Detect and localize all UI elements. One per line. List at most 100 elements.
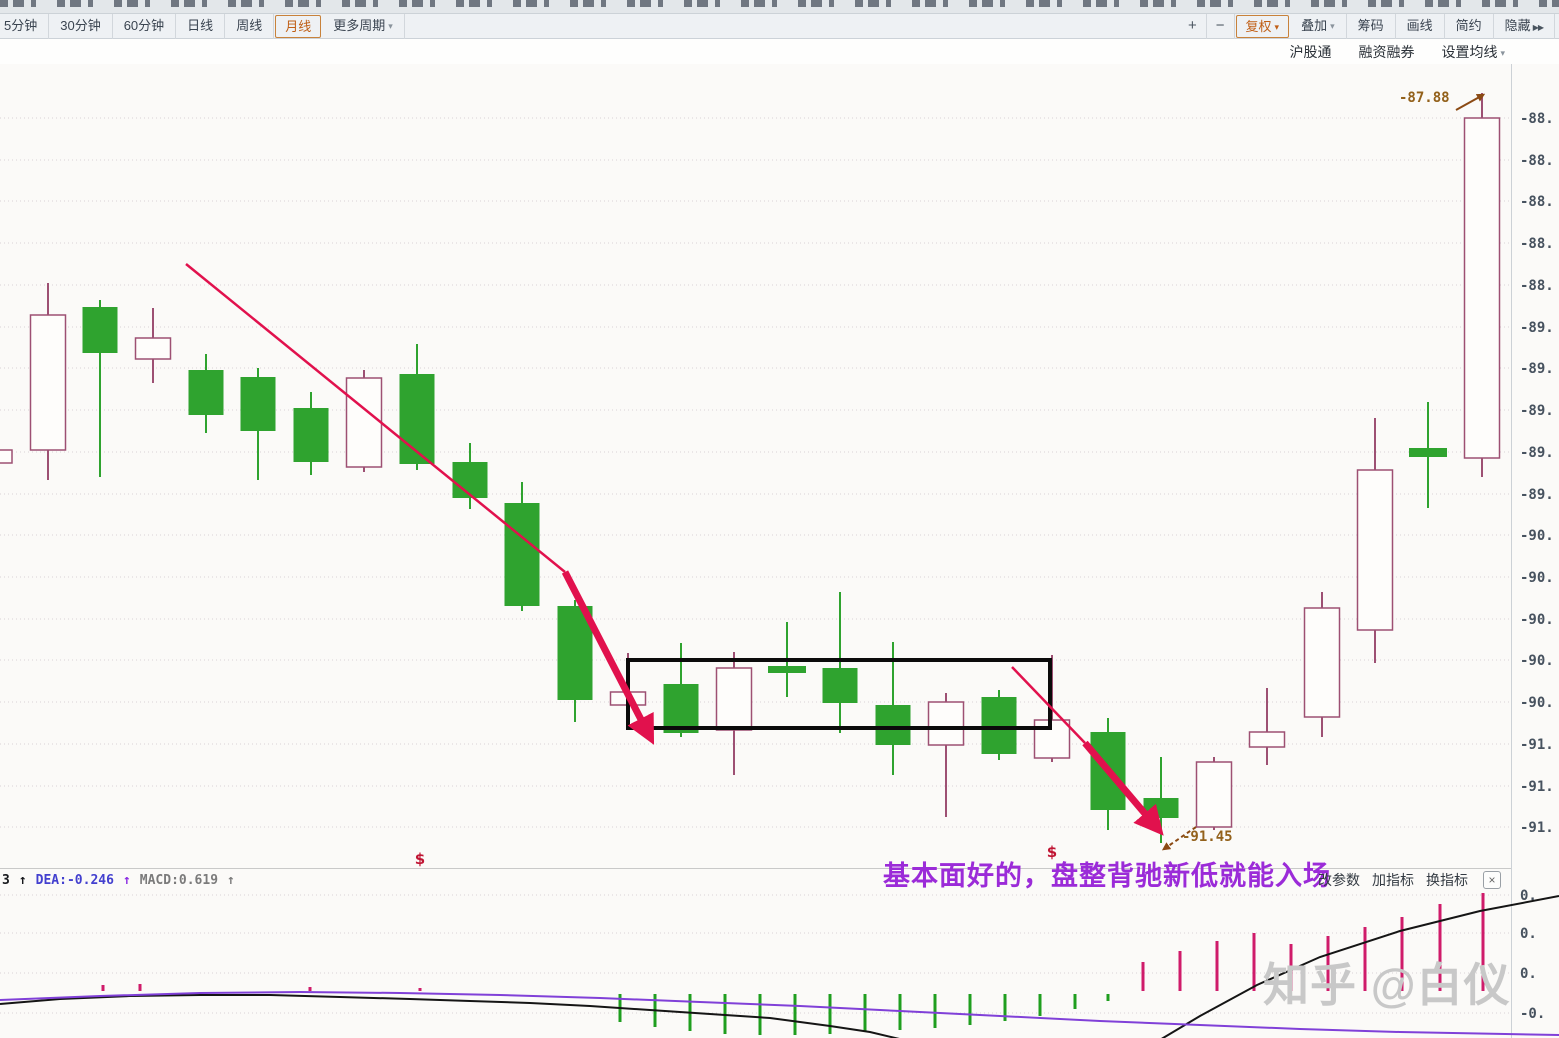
candle-body [1409, 448, 1447, 457]
indicator-buttons-group: 改参数 加指标 换指标 × [1318, 870, 1501, 890]
indicator-partial-value: 3 [2, 872, 10, 888]
candle-body [240, 377, 276, 431]
candle-body [768, 666, 806, 673]
macd-axis-label: 0. [1520, 966, 1537, 982]
candle-body [399, 374, 435, 464]
dif-line [0, 895, 1559, 1038]
y-axis-label: -91. [1520, 779, 1554, 795]
callout-arrow-icon [1455, 93, 1486, 111]
period-button-6[interactable]: 更多周期 ▾ [322, 13, 405, 39]
candle-body [345, 377, 383, 468]
macd-histogram-bar [138, 984, 142, 991]
signal-marker: $ [1047, 843, 1057, 861]
market-links-group: 沪股通 融资融券 设置均线 ▾ [1289, 39, 1505, 64]
candle-body [188, 370, 224, 415]
macd-histogram-bar [1073, 994, 1077, 1009]
y-axis-label: -88. [1520, 111, 1554, 127]
candle-body [134, 337, 172, 360]
macd-axis-label: -0. [1520, 1006, 1545, 1022]
up-arrow-icon: ↑ [227, 872, 235, 888]
period-button-0[interactable]: 5分钟 [0, 13, 50, 39]
y-axis-label: -88. [1520, 153, 1554, 169]
macd-histogram-bar [101, 985, 105, 991]
gridlines-and-axis: -88. -88. -88. -88. -88. -89. -89. -89. -89. -89.… [0, 64, 1554, 1038]
simple-button[interactable]: 简约 [1445, 14, 1494, 39]
y-axis-label: -89. [1520, 361, 1554, 377]
high-price-callout: -87.88 [1399, 90, 1450, 106]
y-axis-label: -89. [1520, 445, 1554, 461]
low-price-callout: -91.45 [1182, 829, 1233, 845]
tools-group: + − 复权 ▾ 叠加 ▾ 筹码 画线 简约 隐藏 ▶▶ [1179, 14, 1555, 39]
candle-body [927, 701, 965, 746]
hide-button[interactable]: 隐藏 ▶▶ [1494, 14, 1555, 39]
macd-histogram-bar [308, 987, 312, 991]
chips-button[interactable]: 筹码 [1347, 14, 1396, 39]
y-axis-label: -89. [1520, 403, 1554, 419]
trend-line [1011, 666, 1086, 744]
y-axis-label: -88. [1520, 236, 1554, 252]
period-button-1[interactable]: 30分钟 [49, 13, 113, 39]
macd-histogram-bar [863, 994, 867, 1032]
trend-arrow [1082, 740, 1164, 836]
trend-arrows: $ $ [185, 93, 1486, 868]
up-arrow-icon: ↑ [18, 872, 27, 888]
market-link-0[interactable]: 沪股通 [1289, 43, 1332, 60]
candle-body [29, 314, 67, 451]
candle-body [875, 705, 911, 745]
macd-histogram-bar [1106, 994, 1110, 1001]
dea-value: DEA:-0.246 [35, 872, 114, 888]
secondary-toolbar: 沪股通 融资融券 设置均线 ▾ [0, 39, 1559, 64]
macd-histogram-bar [1481, 893, 1485, 991]
macd-histogram-bar [1289, 944, 1293, 991]
chevron-down-icon: ▾ [388, 20, 393, 31]
y-axis-label: -89. [1520, 320, 1554, 336]
indicator-button-2[interactable]: 换指标 [1426, 872, 1468, 888]
zoom-in-button[interactable]: + [1179, 14, 1207, 39]
candle-body [1303, 607, 1341, 718]
y-axis-label: -88. [1520, 194, 1554, 210]
draw-button[interactable]: 画线 [1396, 14, 1445, 39]
macd-histogram-bar [1252, 933, 1256, 991]
macd-histogram-bar [1038, 994, 1042, 1016]
macd-histogram-bar [793, 994, 797, 1035]
macd-histogram-bar [1326, 936, 1330, 991]
candle-body [293, 408, 329, 462]
macd-value: MACD:0.619 [139, 872, 219, 888]
market-link-2[interactable]: 设置均线 ▾ [1441, 43, 1505, 60]
period-button-5[interactable]: 月线 [275, 14, 322, 38]
candle-body [981, 697, 1017, 754]
period-button-4[interactable]: 周线 [225, 13, 275, 39]
macd-axis-label: 0. [1520, 926, 1537, 942]
adjust-button[interactable]: 复权 ▾ [1235, 15, 1290, 38]
dea-line [0, 990, 1559, 1036]
overlay-button[interactable]: 叠加 ▾ [1290, 14, 1347, 39]
close-icon[interactable]: × [1483, 871, 1501, 889]
candle-body [1463, 117, 1501, 459]
period-button-3[interactable]: 日线 [176, 13, 226, 39]
indicator-button-0[interactable]: 改参数 [1318, 872, 1360, 888]
macd-histogram-bar [1400, 917, 1404, 991]
zoom-out-button[interactable]: − [1207, 14, 1235, 39]
chevron-down-icon: ▾ [1500, 47, 1505, 58]
macd-histogram-bar [1003, 994, 1007, 1021]
market-link-1[interactable]: 融资融券 [1358, 43, 1415, 60]
indicator-button-1[interactable]: 加指标 [1372, 872, 1414, 888]
candle-body [822, 668, 858, 703]
y-axis-label: -90. [1520, 653, 1554, 669]
candle-body [715, 667, 753, 731]
macd-histogram-bar [968, 994, 972, 1025]
y-axis-label: -90. [1520, 695, 1554, 711]
candle-body [1248, 731, 1286, 748]
candle-body [1356, 469, 1394, 631]
trend-line [185, 263, 566, 573]
y-axis-label: -90. [1520, 570, 1554, 586]
period-group: 5分钟 30分钟 60分钟 日线 周线 月线 更多周期 ▾ [0, 13, 405, 39]
signal-marker: $ [415, 850, 425, 868]
candles [0, 93, 1501, 843]
indicator-header: 3 ↑ DEA:-0.246 ↑ MACD:0.619 ↑ [2, 869, 235, 891]
period-button-2[interactable]: 60分钟 [113, 13, 177, 39]
chevron-down-icon: ▾ [1330, 21, 1335, 31]
double-arrow-icon: ▶▶ [1532, 23, 1544, 32]
